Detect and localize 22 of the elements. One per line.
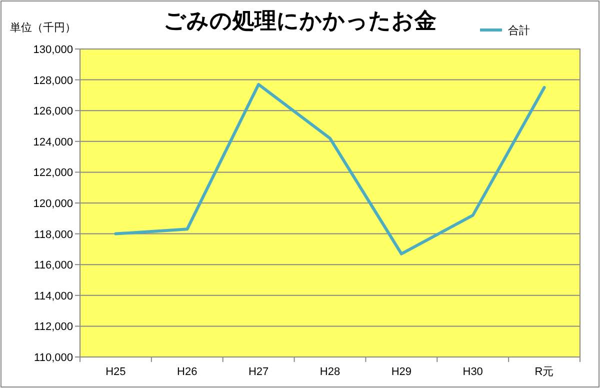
y-tick-label: 124,000 xyxy=(33,136,73,148)
x-tick-label: H29 xyxy=(391,366,412,378)
y-tick-label: 128,000 xyxy=(33,74,73,87)
y-tick-label: 126,000 xyxy=(33,106,73,118)
x-tick-label: H25 xyxy=(106,366,126,378)
x-tick-label: H30 xyxy=(462,366,483,378)
y-tick-label: 114,000 xyxy=(34,290,73,302)
x-tick-label: H28 xyxy=(320,366,340,378)
y-axis-title: 単位（千円） xyxy=(10,21,76,34)
y-tick-label: 130,000 xyxy=(33,44,73,56)
y-tick-label: 120,000 xyxy=(33,198,73,210)
chart-title: ごみの処理にかかったお金 xyxy=(164,8,436,33)
line-series xyxy=(114,82,546,256)
x-tick-label: R元 xyxy=(534,366,554,378)
y-tick-label: 116,000 xyxy=(34,260,73,272)
x-tick-label: H26 xyxy=(177,366,198,378)
legend-label: 合計 xyxy=(508,24,530,37)
y-tick-label: 110,000 xyxy=(34,352,73,364)
x-tick-label: H27 xyxy=(248,366,269,378)
y-tick-label: 118,000 xyxy=(34,228,73,241)
y-tick-label: 112,000 xyxy=(34,321,73,334)
y-tick-label: 122,000 xyxy=(33,167,73,180)
